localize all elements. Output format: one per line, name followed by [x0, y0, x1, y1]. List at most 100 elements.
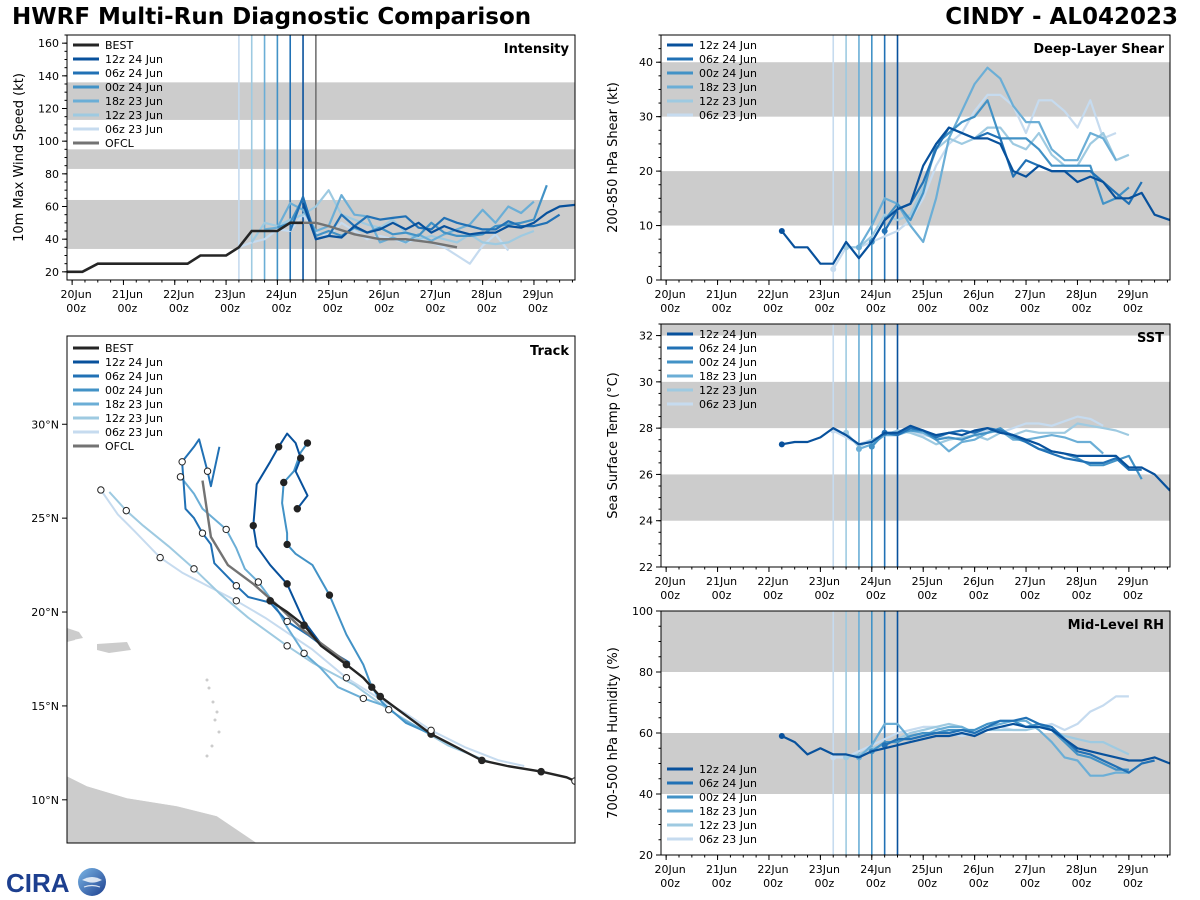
sst-xtick-label: 29Jun [1117, 575, 1148, 588]
intensity-legend-label: OFCL [105, 137, 135, 150]
shear-xtick-label-hour: 00z [1072, 302, 1092, 315]
sst-ytick-label: 24 [639, 515, 653, 528]
intensity-legend-label: 12z 24 Jun [105, 53, 163, 66]
intensity-ytick-label: 120 [38, 103, 59, 116]
rh-series-line [781, 722, 1170, 765]
rh-xtick-label: 24Jun [860, 863, 891, 876]
rh-ylabel: 700-500 hPa Humidity (%) [606, 647, 621, 819]
sst-xtick-label-hour: 00z [660, 589, 680, 602]
shear-series-line [883, 126, 1143, 232]
sst-panel: 22242628303220Jun00z21Jun00z22Jun00z23Ju… [606, 323, 1171, 602]
land-islet [217, 730, 221, 734]
rh-xtick-label-hour: 00z [763, 877, 783, 890]
sst-ytick-label: 26 [639, 468, 653, 481]
best-track-point [478, 756, 486, 765]
intensity-ytick-label: 20 [45, 266, 59, 279]
sst-legend-label: 06z 24 Jun [699, 342, 757, 355]
rh-xtick-label: 29Jun [1117, 863, 1148, 876]
shear-legend-label: 18z 23 Jun [699, 81, 757, 94]
track-point [198, 529, 207, 537]
shear-xtick-label-hour: 00z [866, 302, 886, 315]
track-point [190, 565, 198, 573]
ofcl-track-line [201, 480, 351, 666]
sst-init-point [855, 445, 862, 452]
track-legend-label: OFCL [105, 440, 135, 453]
sst-band [661, 474, 1170, 521]
sst-band [661, 324, 1170, 336]
rh-ytick-label: 60 [639, 727, 653, 740]
track-point [427, 726, 435, 735]
land-south-america [67, 775, 258, 843]
shear-legend-label: 06z 24 Jun [699, 53, 757, 66]
intensity-legend-label: 06z 24 Jun [105, 67, 163, 80]
track-legend-label: 06z 23 Jun [105, 426, 163, 439]
intensity-ytick-label: 80 [45, 168, 59, 181]
track-point [293, 505, 301, 513]
rh-xtick-label: 22Jun [757, 863, 788, 876]
sst-xtick-label-hour: 00z [1072, 589, 1092, 602]
shear-ytick-label: 40 [639, 56, 653, 69]
page-title: HWRF Multi-Run Diagnostic Comparison [12, 4, 532, 30]
track-line [281, 442, 432, 736]
rh-series-line [884, 716, 1155, 774]
track-point [97, 486, 105, 494]
track-legend-label: 00z 24 Jun [105, 384, 163, 397]
rh-init-point [843, 754, 850, 761]
track-line [252, 432, 347, 664]
track-title: Track [530, 344, 569, 359]
sst-xtick-label-hour: 00z [814, 589, 834, 602]
sst-init-point [868, 443, 875, 450]
sst-xtick-label: 22Jun [757, 575, 788, 588]
shear-init-point [778, 228, 785, 234]
intensity-xtick-label: 26Jun [368, 288, 399, 301]
intensity-ytick-label: 140 [38, 70, 59, 83]
track-legend-label: 12z 24 Jun [105, 356, 163, 369]
rh-legend-label: 06z 24 Jun [699, 777, 757, 790]
shear-xtick-label: 21Jun [706, 288, 737, 301]
sst-init-point [778, 441, 785, 448]
rh-legend-label: 18z 23 Jun [699, 805, 757, 818]
track-point [280, 478, 288, 487]
rh-ytick-label: 80 [639, 666, 653, 679]
intensity-xtick-label: 25Jun [317, 288, 348, 301]
intensity-xtick-label: 22Jun [163, 288, 194, 301]
sst-xtick-label-hour: 00z [712, 589, 732, 602]
rh-xtick-label-hour: 00z [712, 877, 732, 890]
shear-series-line [832, 93, 1117, 270]
track-point [232, 582, 241, 590]
track-point [368, 683, 376, 691]
sst-ytick-label: 30 [639, 376, 653, 389]
intensity-xtick-label-hour: 00z [220, 302, 240, 315]
shear-ytick-label: 30 [639, 111, 653, 124]
shear-xtick-label-hour: 00z [969, 302, 989, 315]
land-islet [205, 754, 209, 758]
track-point [342, 674, 351, 682]
intensity-band [67, 149, 575, 169]
shear-xtick-label: 29Jun [1117, 288, 1148, 301]
track-point [359, 694, 368, 703]
shear-legend-label: 12z 24 Jun [699, 39, 757, 52]
track-legend-label: 06z 24 Jun [105, 370, 163, 383]
intensity-legend-label: 18z 23 Jun [105, 95, 163, 108]
track-lat-label: 20°N [31, 606, 59, 619]
sst-xtick-label-hour: 00z [763, 589, 783, 602]
shear-ytick-label: 20 [639, 165, 653, 178]
intensity-xtick-label: 29Jun [522, 288, 553, 301]
track-point [296, 454, 305, 462]
track-point [283, 617, 291, 626]
intensity-ytick-label: 160 [38, 37, 59, 50]
track-point [283, 540, 291, 549]
rh-ytick-label: 100 [632, 605, 653, 618]
shear-band [661, 171, 1170, 226]
shear-xtick-label-hour: 00z [1020, 302, 1040, 315]
sst-xtick-label-hour: 00z [866, 589, 886, 602]
intensity-series-line [250, 189, 535, 246]
rh-xtick-label: 23Jun [809, 863, 840, 876]
sst-xtick-label: 28Jun [1066, 575, 1097, 588]
rh-legend-label: 12z 23 Jun [699, 819, 757, 832]
shear-xtick-label-hour: 00z [1123, 302, 1143, 315]
intensity-band [67, 82, 575, 120]
